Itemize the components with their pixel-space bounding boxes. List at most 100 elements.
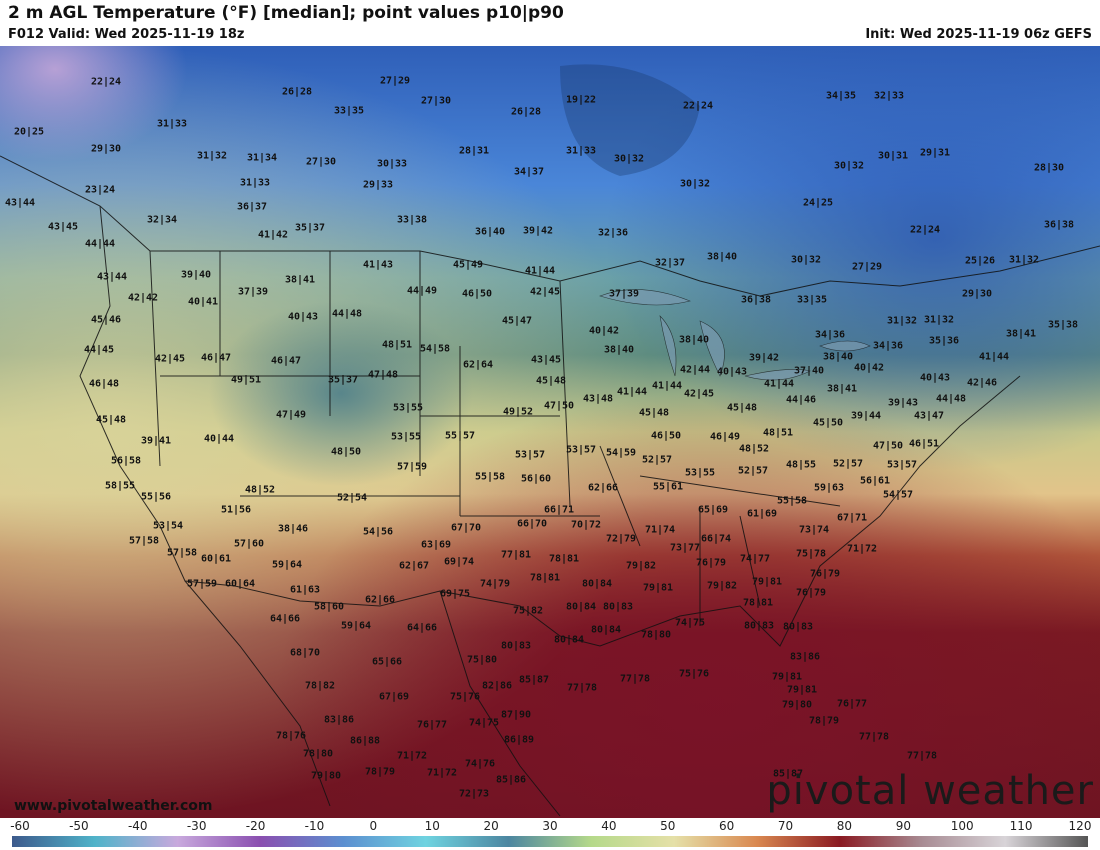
point-value: 43|48 [582,393,614,405]
point-value: 41|44 [616,386,648,398]
point-value: 43|45 [47,221,79,233]
point-value: 55|56 [140,491,172,503]
point-value: 75|82 [512,605,544,617]
point-value: 26|28 [281,86,313,98]
point-value: 62|64 [462,359,494,371]
point-value: 80|83 [743,620,775,632]
point-value: 78|79 [364,766,396,778]
point-value: 78|82 [304,680,336,692]
point-value: 75|78 [795,548,827,560]
point-value: 38|46 [277,523,309,535]
point-value: 78|80 [302,748,334,760]
point-value: 39|43 [887,397,919,409]
point-value: 80|84 [581,578,613,590]
point-value: 55|57 [444,430,476,442]
point-value: 28|31 [458,145,490,157]
point-value: 43|45 [530,354,562,366]
point-value: 24|25 [802,197,834,209]
point-value: 35|36 [928,335,960,347]
point-value: 33|35 [796,294,828,306]
point-value: 38|41 [1005,328,1037,340]
point-value: 78|79 [808,715,840,727]
point-value: 41|42 [257,229,289,241]
point-value: 74|76 [464,758,496,770]
point-value: 40|43 [919,372,951,384]
point-value: 62|66 [587,482,619,494]
point-value: 59|64 [271,559,303,571]
website-url[interactable]: www.pivotalweather.com [14,798,213,814]
point-value: 42|45 [154,353,186,365]
point-value: 58|55 [104,480,136,492]
point-value: 59|64 [340,620,372,632]
great-lakes [599,289,871,381]
colorbar-tick-label: 50 [660,819,676,833]
point-value: 74|75 [468,717,500,729]
temperature-map[interactable]: 22|24 26|28 27|29 27|30 33|35 26|28 19|22 22|24… [0,46,1100,818]
point-value: 53|57 [565,444,597,456]
colorbar-tick-label: -40 [127,819,148,833]
point-value: 76|77 [416,719,448,731]
header: 2 m AGL Temperature (°F) [median]; point… [0,0,1100,46]
point-value: 44|48 [935,393,967,405]
point-value: 30|33 [376,158,408,170]
point-value: 47|50 [543,400,575,412]
point-value: 79|80 [310,770,342,782]
point-value: 76|79 [795,587,827,599]
point-value: 27|29 [851,261,883,273]
point-value: 37|40 [793,365,825,377]
point-value: 79|81 [771,671,803,683]
point-value: 75|76 [449,691,481,703]
point-value: 40|42 [588,325,620,337]
point-value: 78|76 [275,730,307,742]
point-value: 71|72 [846,543,878,555]
point-value: 56|58 [110,455,142,467]
point-value: 55|58 [474,471,506,483]
point-value: 55|61 [652,481,684,493]
point-value: 43|47 [913,410,945,422]
point-value: 80|83 [782,621,814,633]
point-value: 75|76 [678,668,710,680]
point-value: 73|74 [798,524,830,536]
point-value: 61|63 [289,584,321,596]
point-value: 29|30 [961,288,993,300]
point-value: 85|87 [772,768,804,780]
point-value: 46|50 [461,288,493,300]
point-value: 68|70 [289,647,321,659]
point-value: 54|59 [605,447,637,459]
point-value: 41|43 [362,259,394,271]
point-value: 28|30 [1033,162,1065,174]
point-value: 74|75 [674,617,706,629]
point-value: 45|46 [90,314,122,326]
point-value: 34|36 [872,340,904,352]
point-value: 30|32 [833,160,865,172]
temperature-field [0,46,1100,818]
map-title: 2 m AGL Temperature (°F) [median]; point… [8,3,564,23]
point-value: 30|32 [790,254,822,266]
point-value: 72|79 [605,533,637,545]
point-value: 30|32 [613,153,645,165]
point-value: 83|86 [323,714,355,726]
colorbar-tick-label: 10 [424,819,440,833]
point-value: 69|75 [439,588,471,600]
point-value: 45|48 [726,402,758,414]
point-value: 67|69 [378,691,410,703]
point-value: 65|69 [697,504,729,516]
point-value: 77|78 [906,750,938,762]
point-value: 44|46 [785,394,817,406]
point-value: 72|73 [458,788,490,800]
colorbar-tick-label: 80 [836,819,853,833]
point-value: 31|34 [246,152,278,164]
point-value: 36|38 [740,294,772,306]
point-value: 43|44 [4,197,36,209]
point-value: 48|51 [762,427,794,439]
point-value: 57|58 [166,547,198,559]
point-value: 22|24 [682,100,714,112]
point-value: 74|79 [479,578,511,590]
point-value: 66|71 [543,504,575,516]
point-value: 31|32 [923,314,955,326]
point-value: 36|38 [1043,219,1075,231]
point-value: 37|39 [608,288,640,300]
point-value: 52|54 [336,492,368,504]
point-value: 79|81 [642,582,674,594]
point-value: 64|66 [269,613,301,625]
